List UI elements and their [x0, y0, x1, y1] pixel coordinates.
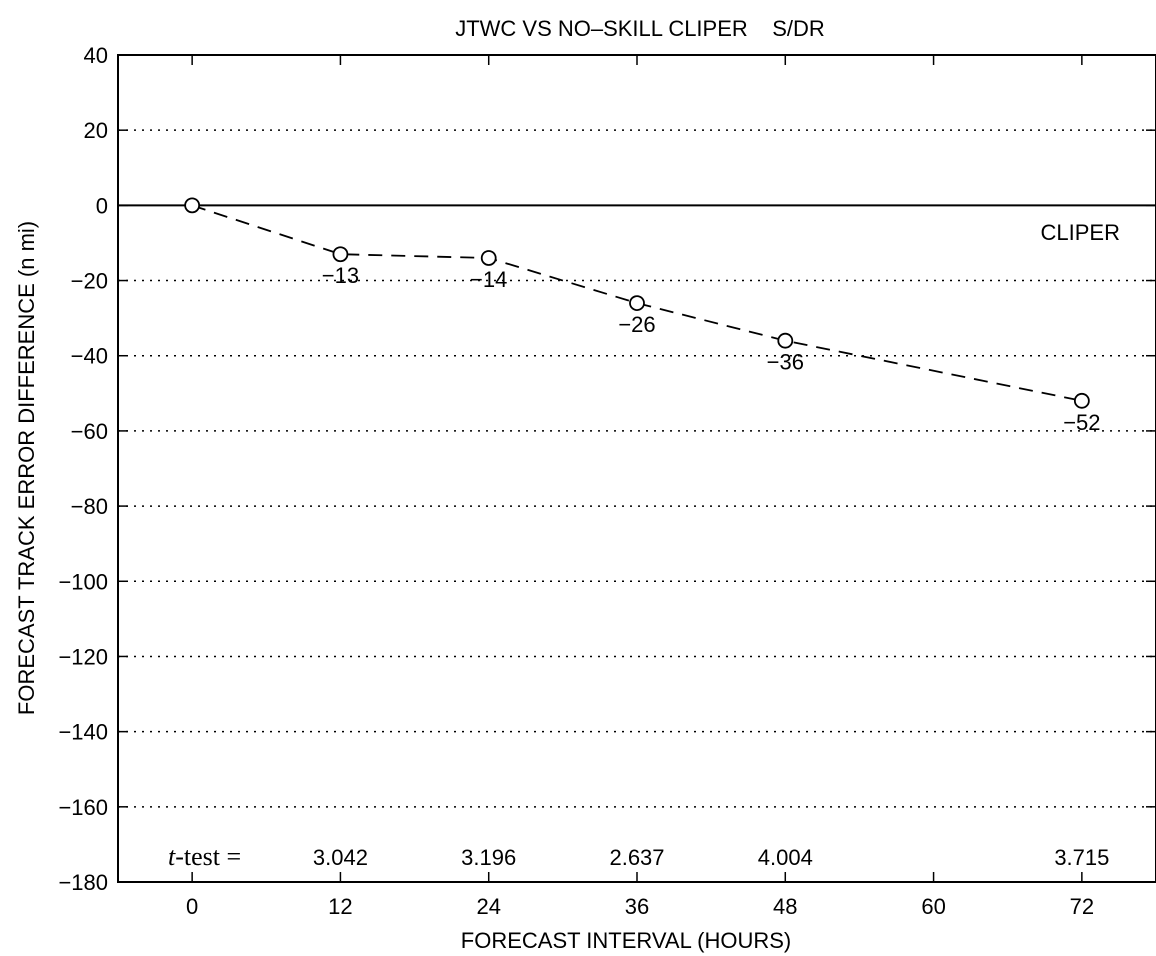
y-tick-label: −120 [58, 644, 108, 669]
axis-ticks [118, 54, 1156, 883]
x-tick-label: 24 [476, 894, 500, 919]
ttest-value: 2.637 [609, 845, 664, 870]
x-tick-label: 60 [921, 894, 945, 919]
ttest-value: 3.196 [461, 845, 516, 870]
data-label: −26 [618, 312, 655, 337]
data-point [629, 295, 645, 312]
x-tick-label: 0 [186, 894, 198, 919]
data-point [184, 197, 201, 214]
y-tick-label: −100 [58, 569, 108, 594]
x-tick-label: 36 [625, 894, 649, 919]
series [184, 197, 1090, 409]
y-tick-label: 0 [96, 193, 108, 218]
data-point [332, 246, 349, 263]
y-tick-label: 20 [84, 118, 108, 143]
y-tick-label: 40 [84, 43, 108, 68]
data-point [1073, 392, 1090, 409]
x-axis-label: FORECAST INTERVAL (HOURS) [461, 928, 791, 953]
data-point [777, 332, 794, 349]
y-tick-label: −40 [71, 344, 108, 369]
y-tick-label: −20 [71, 269, 108, 294]
ttest-value: 3.715 [1054, 845, 1109, 870]
series-line [191, 204, 1083, 402]
plot-frame [117, 54, 1156, 883]
data-label: −13 [322, 263, 359, 288]
labels: 40 20 0 −20 −40 −60 −80 −100 −120 −140 −160 −180 0 12… [58, 43, 1109, 919]
y-tick-label: −60 [71, 419, 108, 444]
ttest-label: t-test = [168, 842, 241, 871]
data-label: −52 [1063, 410, 1100, 435]
x-tick-label: 72 [1070, 894, 1094, 919]
chart-title: JTWC VS NO–SKILL CLIPER S/DR [455, 16, 825, 41]
x-tick-label: 12 [328, 894, 352, 919]
y-tick-label: −140 [58, 720, 108, 745]
y-tick-label: −80 [71, 494, 108, 519]
ttest-value: 4.004 [758, 845, 813, 870]
gridlines [118, 129, 1156, 808]
ttest-value: 3.042 [313, 845, 368, 870]
data-point [480, 250, 497, 266]
x-tick-label: 48 [773, 894, 797, 919]
cliper-label: CLIPER [1041, 220, 1120, 245]
y-axis-label: FORECAST TRACK ERROR DIFFERENCE (n mi) [14, 221, 39, 715]
y-tick-label: −180 [58, 870, 108, 895]
y-tick-label: −160 [58, 795, 108, 820]
data-label: −36 [767, 350, 804, 375]
data-label: −14 [470, 267, 507, 292]
